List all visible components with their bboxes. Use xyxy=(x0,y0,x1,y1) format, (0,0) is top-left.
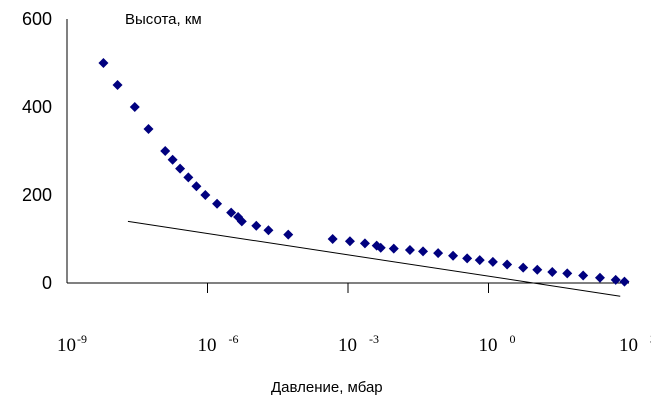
data-point xyxy=(474,255,485,266)
data-point xyxy=(129,102,140,112)
y-tick-label: 200 xyxy=(22,185,52,205)
data-point xyxy=(167,154,178,165)
data-point xyxy=(594,272,605,283)
x-axis-ticks xyxy=(207,283,489,293)
y-tick-label: 0 xyxy=(42,273,52,293)
data-point xyxy=(578,270,589,281)
data-point xyxy=(226,207,237,218)
x-axis-title: Давление, мбар xyxy=(271,379,383,396)
data-point xyxy=(283,229,294,240)
data-point xyxy=(418,246,429,257)
data-point xyxy=(236,216,247,227)
data-points-series xyxy=(98,58,630,287)
data-point xyxy=(518,262,529,273)
data-point xyxy=(183,172,194,183)
data-point xyxy=(200,190,211,200)
data-point xyxy=(547,267,558,277)
data-point xyxy=(562,268,573,279)
trend-line xyxy=(127,220,621,297)
data-point xyxy=(462,253,473,264)
data-point xyxy=(619,276,630,287)
data-point xyxy=(487,256,498,267)
x-tick-label: 10 0 xyxy=(479,332,516,356)
x-tick-labels: 10-9 10-6 10-3 100 103 xyxy=(57,332,651,356)
data-point xyxy=(251,220,262,231)
data-point xyxy=(375,242,386,253)
data-point xyxy=(143,124,154,134)
data-point xyxy=(263,225,274,236)
x-tick-label: 10 -6 xyxy=(198,332,239,356)
data-point xyxy=(160,146,171,156)
data-point xyxy=(448,250,459,261)
data-point xyxy=(212,198,223,209)
data-point xyxy=(175,163,186,174)
x-tick-label: 103 xyxy=(619,332,651,356)
y-tick-label: 400 xyxy=(22,97,52,117)
data-point xyxy=(610,274,621,285)
data-point xyxy=(98,58,109,68)
trend-line-series xyxy=(127,220,621,297)
data-point xyxy=(191,181,202,192)
data-point xyxy=(388,243,399,254)
data-point xyxy=(327,234,338,244)
data-point xyxy=(502,259,513,270)
data-point xyxy=(404,245,415,255)
data-point xyxy=(532,264,543,275)
data-point xyxy=(359,238,370,249)
x-tick-label: 10-9 xyxy=(57,332,87,356)
x-tick-label: 10 -3 xyxy=(338,332,379,356)
data-point xyxy=(112,80,123,90)
data-point xyxy=(433,248,444,259)
y-tick-labels: 0 200 400 600 xyxy=(22,9,52,293)
y-tick-label: 600 xyxy=(22,9,52,29)
data-point xyxy=(344,236,355,247)
y-axis-title: Высота, км xyxy=(125,11,202,28)
